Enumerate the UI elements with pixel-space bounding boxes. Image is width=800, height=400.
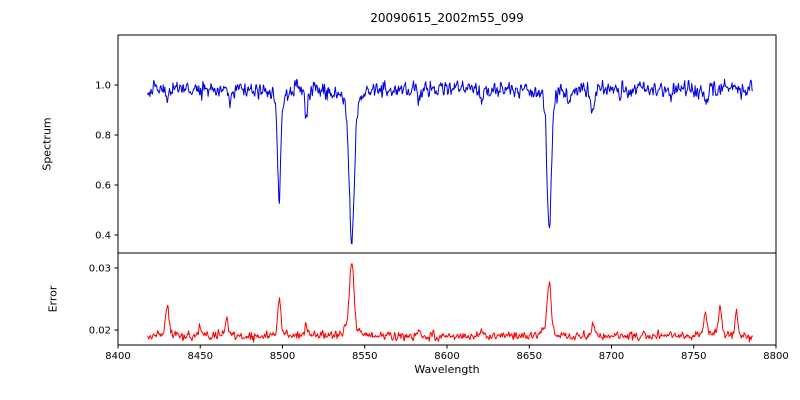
- spectrum-y-tick-label: 0.8: [95, 131, 111, 142]
- x-axis-label: Wavelength: [414, 363, 480, 376]
- error-y-tick-label: 0.02: [89, 326, 111, 337]
- error-panel-border: [117, 252, 777, 346]
- error-y-tick-label: 0.03: [89, 263, 111, 274]
- spectrum-line: [147, 78, 754, 245]
- plot-title: 20090615_2002m55_099: [370, 11, 524, 25]
- error-line: [147, 263, 754, 343]
- spectrum-y-tick-label: 0.4: [95, 231, 111, 242]
- x-tick-label: 8600: [434, 351, 459, 362]
- x-tick-label: 8450: [188, 351, 213, 362]
- spectrum-y-tick-label: 1.0: [95, 81, 111, 92]
- x-tick-label: 8800: [763, 351, 788, 362]
- x-tick-label: 8400: [105, 351, 130, 362]
- x-tick-label: 8650: [517, 351, 542, 362]
- x-tick-label: 8550: [352, 351, 377, 362]
- spectrum-y-tick-label: 0.6: [95, 181, 111, 192]
- x-tick-label: 8750: [681, 351, 706, 362]
- x-tick-label: 8700: [599, 351, 624, 362]
- x-tick-label: 8500: [270, 351, 295, 362]
- error-y-axis-label: Error: [46, 285, 60, 313]
- spectrum-y-axis-label: Spectrum: [40, 117, 54, 171]
- spectrum-panel-border: [117, 34, 777, 254]
